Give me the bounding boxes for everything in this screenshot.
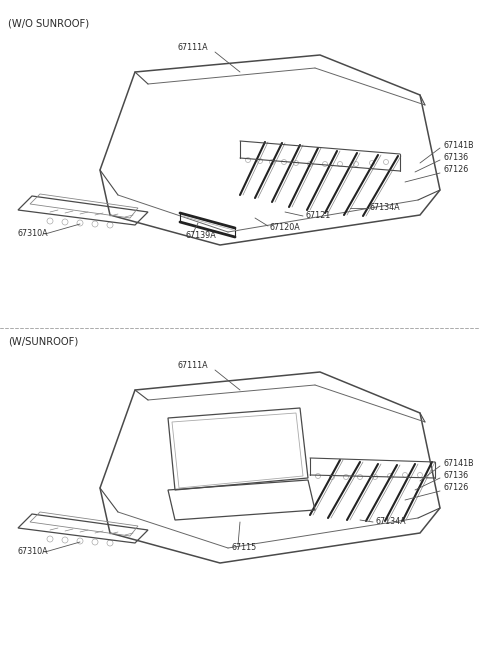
Text: 67139A: 67139A: [185, 231, 216, 240]
Text: 67310A: 67310A: [18, 229, 48, 238]
Text: 67111A: 67111A: [178, 360, 209, 369]
Text: 67136: 67136: [443, 470, 468, 479]
Text: 67120A: 67120A: [270, 223, 301, 233]
Text: 67310A: 67310A: [18, 548, 48, 557]
Text: 67134A: 67134A: [375, 517, 406, 527]
Text: 67141B: 67141B: [443, 141, 474, 149]
Text: 67134A: 67134A: [370, 202, 401, 212]
Text: (W/SUNROOF): (W/SUNROOF): [8, 336, 78, 346]
Text: 67111A: 67111A: [178, 43, 209, 52]
Text: 67115: 67115: [232, 544, 257, 553]
Text: (W/O SUNROOF): (W/O SUNROOF): [8, 18, 89, 28]
Text: 67136: 67136: [443, 153, 468, 162]
Text: 67126: 67126: [443, 166, 468, 174]
Text: 67141B: 67141B: [443, 458, 474, 468]
Text: 67121: 67121: [305, 212, 330, 221]
Text: 67126: 67126: [443, 483, 468, 493]
